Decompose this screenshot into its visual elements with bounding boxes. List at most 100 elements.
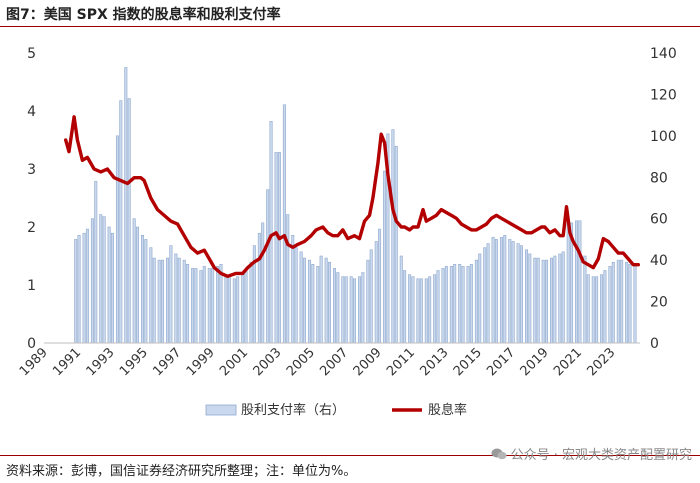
y-right-tick-label: 120 xyxy=(650,87,677,103)
y-right-tick-label: 20 xyxy=(650,295,668,311)
payout-bar xyxy=(433,274,437,344)
y-left-tick-label: 3 xyxy=(27,162,36,178)
payout-bar xyxy=(294,247,298,344)
payout-bar xyxy=(545,259,549,344)
payout-bar xyxy=(411,276,415,344)
payout-bar xyxy=(369,249,373,344)
payout-bar xyxy=(511,241,515,344)
x-tick-label: 1993 xyxy=(84,345,118,379)
payout-bar xyxy=(216,266,220,344)
dividend-yield-line xyxy=(64,115,640,278)
payout-bar xyxy=(583,255,587,344)
payout-bar xyxy=(633,263,637,344)
payout-bar xyxy=(383,170,387,344)
payout-bar xyxy=(327,261,331,344)
payout-bar xyxy=(219,263,223,344)
y-left-tick-label: 1 xyxy=(27,278,36,294)
x-axis-ticks: 1989 1991 1993 1995 1997 1999 2001 2003 2005 2007… xyxy=(17,345,619,379)
payout-bar xyxy=(291,234,295,344)
y-right-tick-label: 40 xyxy=(650,253,668,269)
payout-bar xyxy=(408,274,412,344)
payout-bar xyxy=(194,268,198,344)
payout-bar xyxy=(366,259,370,344)
payout-bar xyxy=(603,270,607,344)
payout-bar xyxy=(508,239,512,344)
payout-bar xyxy=(174,253,178,344)
payout-bar xyxy=(491,237,495,344)
x-tick-label: 2007 xyxy=(317,345,351,379)
x-tick-label: 2001 xyxy=(217,345,251,379)
payout-bar xyxy=(244,270,248,344)
payout-bar xyxy=(625,261,629,344)
payout-bar xyxy=(82,232,86,344)
payout-bar xyxy=(391,129,395,344)
payout-bar xyxy=(266,189,270,344)
x-tick-label: 2005 xyxy=(284,345,318,379)
x-tick-label: 1995 xyxy=(117,345,151,379)
payout-bar xyxy=(132,218,136,344)
x-tick-label: 1991 xyxy=(50,345,84,379)
payout-bar xyxy=(74,239,78,344)
payout-bar xyxy=(486,243,490,344)
payout-bar xyxy=(449,266,453,344)
payout-bar xyxy=(611,261,615,344)
x-tick-label: 2017 xyxy=(484,345,518,379)
payout-bar xyxy=(416,278,420,344)
legend-label-yield: 股息率 xyxy=(428,402,467,418)
y-right-tick-label: 140 xyxy=(650,46,677,62)
payout-bar xyxy=(107,226,111,344)
payout-bar xyxy=(90,218,94,344)
payout-bar xyxy=(561,251,565,344)
payout-bar xyxy=(595,276,599,344)
payout-bar xyxy=(578,220,582,344)
payout-bar xyxy=(499,237,503,344)
payout-bar xyxy=(307,259,311,344)
payout-bar xyxy=(461,266,465,344)
payout-bar xyxy=(478,253,482,344)
payout-bar xyxy=(269,121,273,344)
watermark: 公众号 · 宏观大类资产配置研究 xyxy=(491,444,692,463)
payout-bar xyxy=(428,276,432,344)
payout-bar xyxy=(115,135,119,344)
y-left-tick-label: 5 xyxy=(27,46,36,62)
x-tick-label: 1989 xyxy=(17,345,51,379)
payout-bar xyxy=(358,276,362,344)
y-right-tick-label: 0 xyxy=(650,336,659,352)
payout-bar xyxy=(436,270,440,344)
x-tick-label: 1997 xyxy=(150,345,184,379)
payout-bar xyxy=(135,226,139,344)
payout-bar xyxy=(102,216,106,344)
payout-bar xyxy=(286,214,290,344)
payout-bar xyxy=(516,243,520,344)
x-tick-label: 2023 xyxy=(584,345,618,379)
legend-label-payout: 股利支付率（右） xyxy=(241,402,345,418)
payout-bar xyxy=(453,263,457,344)
payout-bar xyxy=(311,263,315,344)
payout-bar xyxy=(324,257,328,344)
payout-bar xyxy=(403,270,407,344)
payout-bar xyxy=(236,276,240,344)
y-left-tick-label: 2 xyxy=(27,220,36,236)
payout-bar xyxy=(177,257,181,344)
payout-bar xyxy=(144,239,148,344)
payout-bar xyxy=(591,276,595,344)
legend-swatch-payout xyxy=(205,404,237,416)
payout-bar xyxy=(94,181,98,344)
payout-bar xyxy=(608,266,612,344)
x-tick-label: 2021 xyxy=(551,345,585,379)
payout-bar xyxy=(341,276,345,344)
payout-bar xyxy=(336,272,340,344)
payout-bar xyxy=(575,220,579,344)
payout-bar xyxy=(444,266,448,344)
payout-bar xyxy=(620,259,624,344)
payout-bar xyxy=(419,278,423,344)
payout-bar xyxy=(466,266,470,344)
payout-bar xyxy=(140,234,144,344)
payout-bar xyxy=(299,251,303,344)
payout-bar xyxy=(353,278,357,344)
payout-bar xyxy=(541,259,545,344)
payout-bar xyxy=(241,274,245,344)
payout-bar xyxy=(161,259,165,344)
payout-bar xyxy=(274,152,278,344)
payout-bar xyxy=(503,234,507,344)
